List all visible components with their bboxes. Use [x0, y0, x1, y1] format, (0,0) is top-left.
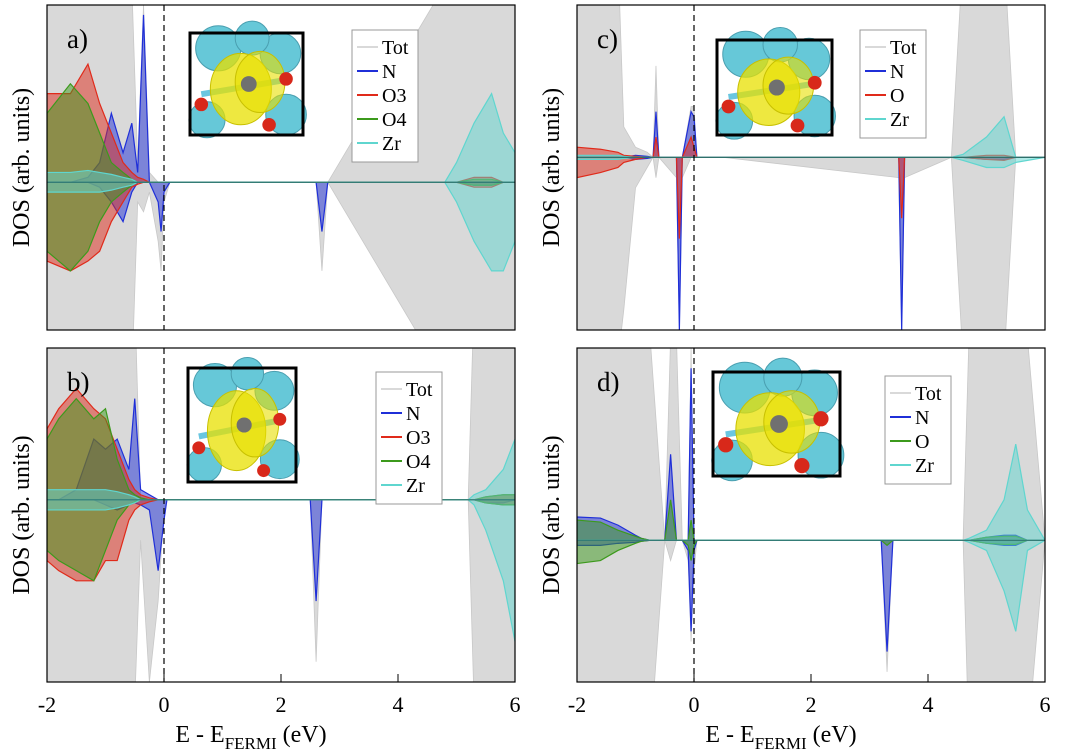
o-atom	[192, 441, 205, 454]
legend-label: Tot	[915, 383, 942, 405]
y-axis-label: DOS (arb. units)	[9, 88, 35, 247]
inset-structure	[189, 21, 307, 138]
x-tick-label: 4	[923, 692, 934, 717]
o-atom	[279, 72, 293, 86]
zr-atom	[231, 358, 263, 390]
inset-structure	[187, 358, 299, 483]
o-atom	[273, 413, 286, 426]
o-atom	[813, 411, 828, 426]
inset-structure	[716, 28, 836, 140]
n-atom	[770, 415, 788, 433]
x-tick-label: 2	[276, 692, 287, 717]
x-tick-label: 6	[1040, 692, 1051, 717]
x-tick-label: 0	[159, 692, 170, 717]
x-axis-label-part: FERMI	[225, 734, 277, 753]
legend-label: O	[915, 431, 929, 453]
legend-label: Tot	[890, 37, 917, 59]
legend-label: Zr	[406, 475, 425, 497]
legend-label: O4	[382, 109, 406, 131]
y-axis-label: DOS (arb. units)	[539, 435, 565, 594]
x-tick-label: 6	[510, 692, 521, 717]
o-atom	[794, 458, 809, 473]
page: {"chart_data": [ {"type": "area", "label…	[0, 0, 1074, 754]
x-axis-label-part: E - E	[175, 722, 224, 748]
figure: a)DOS (arb. units)TotNO3O4Zr-20246b)DOS …	[0, 0, 1074, 754]
panel-label: b)	[67, 367, 90, 397]
legend-label: N	[382, 61, 396, 83]
o-atom	[257, 464, 270, 477]
o-atom	[808, 76, 822, 90]
inset-structure	[712, 358, 844, 481]
x-axis-label: E - EFERMI (eV)	[175, 722, 326, 753]
legend-label: Tot	[406, 379, 433, 401]
x-tick-label: -2	[38, 692, 56, 717]
zr-atom	[763, 28, 798, 63]
panel-label: a)	[67, 24, 88, 54]
legend-label: N	[915, 407, 929, 429]
o-atom	[791, 119, 805, 133]
zr-atom	[235, 21, 269, 55]
n-atom	[241, 76, 257, 92]
x-tick-label: 0	[689, 692, 700, 717]
legend-label: N	[890, 61, 904, 83]
legend-label: Zr	[890, 109, 909, 131]
x-axis-label: E - EFERMI (eV)	[705, 722, 856, 753]
n-atom	[769, 79, 785, 95]
panel-label: d)	[597, 367, 620, 397]
x-tick-label: 2	[806, 692, 817, 717]
x-tick-label: 4	[393, 692, 404, 717]
o-atom	[722, 100, 736, 114]
o-atom	[262, 118, 276, 132]
x-axis-label-part: (eV)	[807, 722, 857, 748]
legend-label: Tot	[382, 37, 409, 59]
legend-label: N	[406, 403, 420, 425]
legend-label: O3	[382, 85, 406, 107]
x-axis-label-part: E - E	[705, 722, 754, 748]
zr-atom	[764, 358, 802, 396]
legend-label: Zr	[915, 455, 934, 477]
x-tick-label: -2	[568, 692, 586, 717]
legend-label: Zr	[382, 133, 401, 155]
y-axis-label: DOS (arb. units)	[9, 435, 35, 594]
legend-label: O4	[406, 451, 430, 473]
o-atom	[718, 437, 733, 452]
panel-label: c)	[597, 24, 618, 54]
y-axis-label: DOS (arb. units)	[539, 88, 565, 247]
n-atom	[237, 417, 252, 432]
legend-label: O3	[406, 427, 430, 449]
x-axis-label-part: (eV)	[277, 722, 327, 748]
legend-label: O	[890, 85, 904, 107]
x-axis-label-part: FERMI	[755, 734, 807, 753]
o-atom	[195, 98, 209, 112]
